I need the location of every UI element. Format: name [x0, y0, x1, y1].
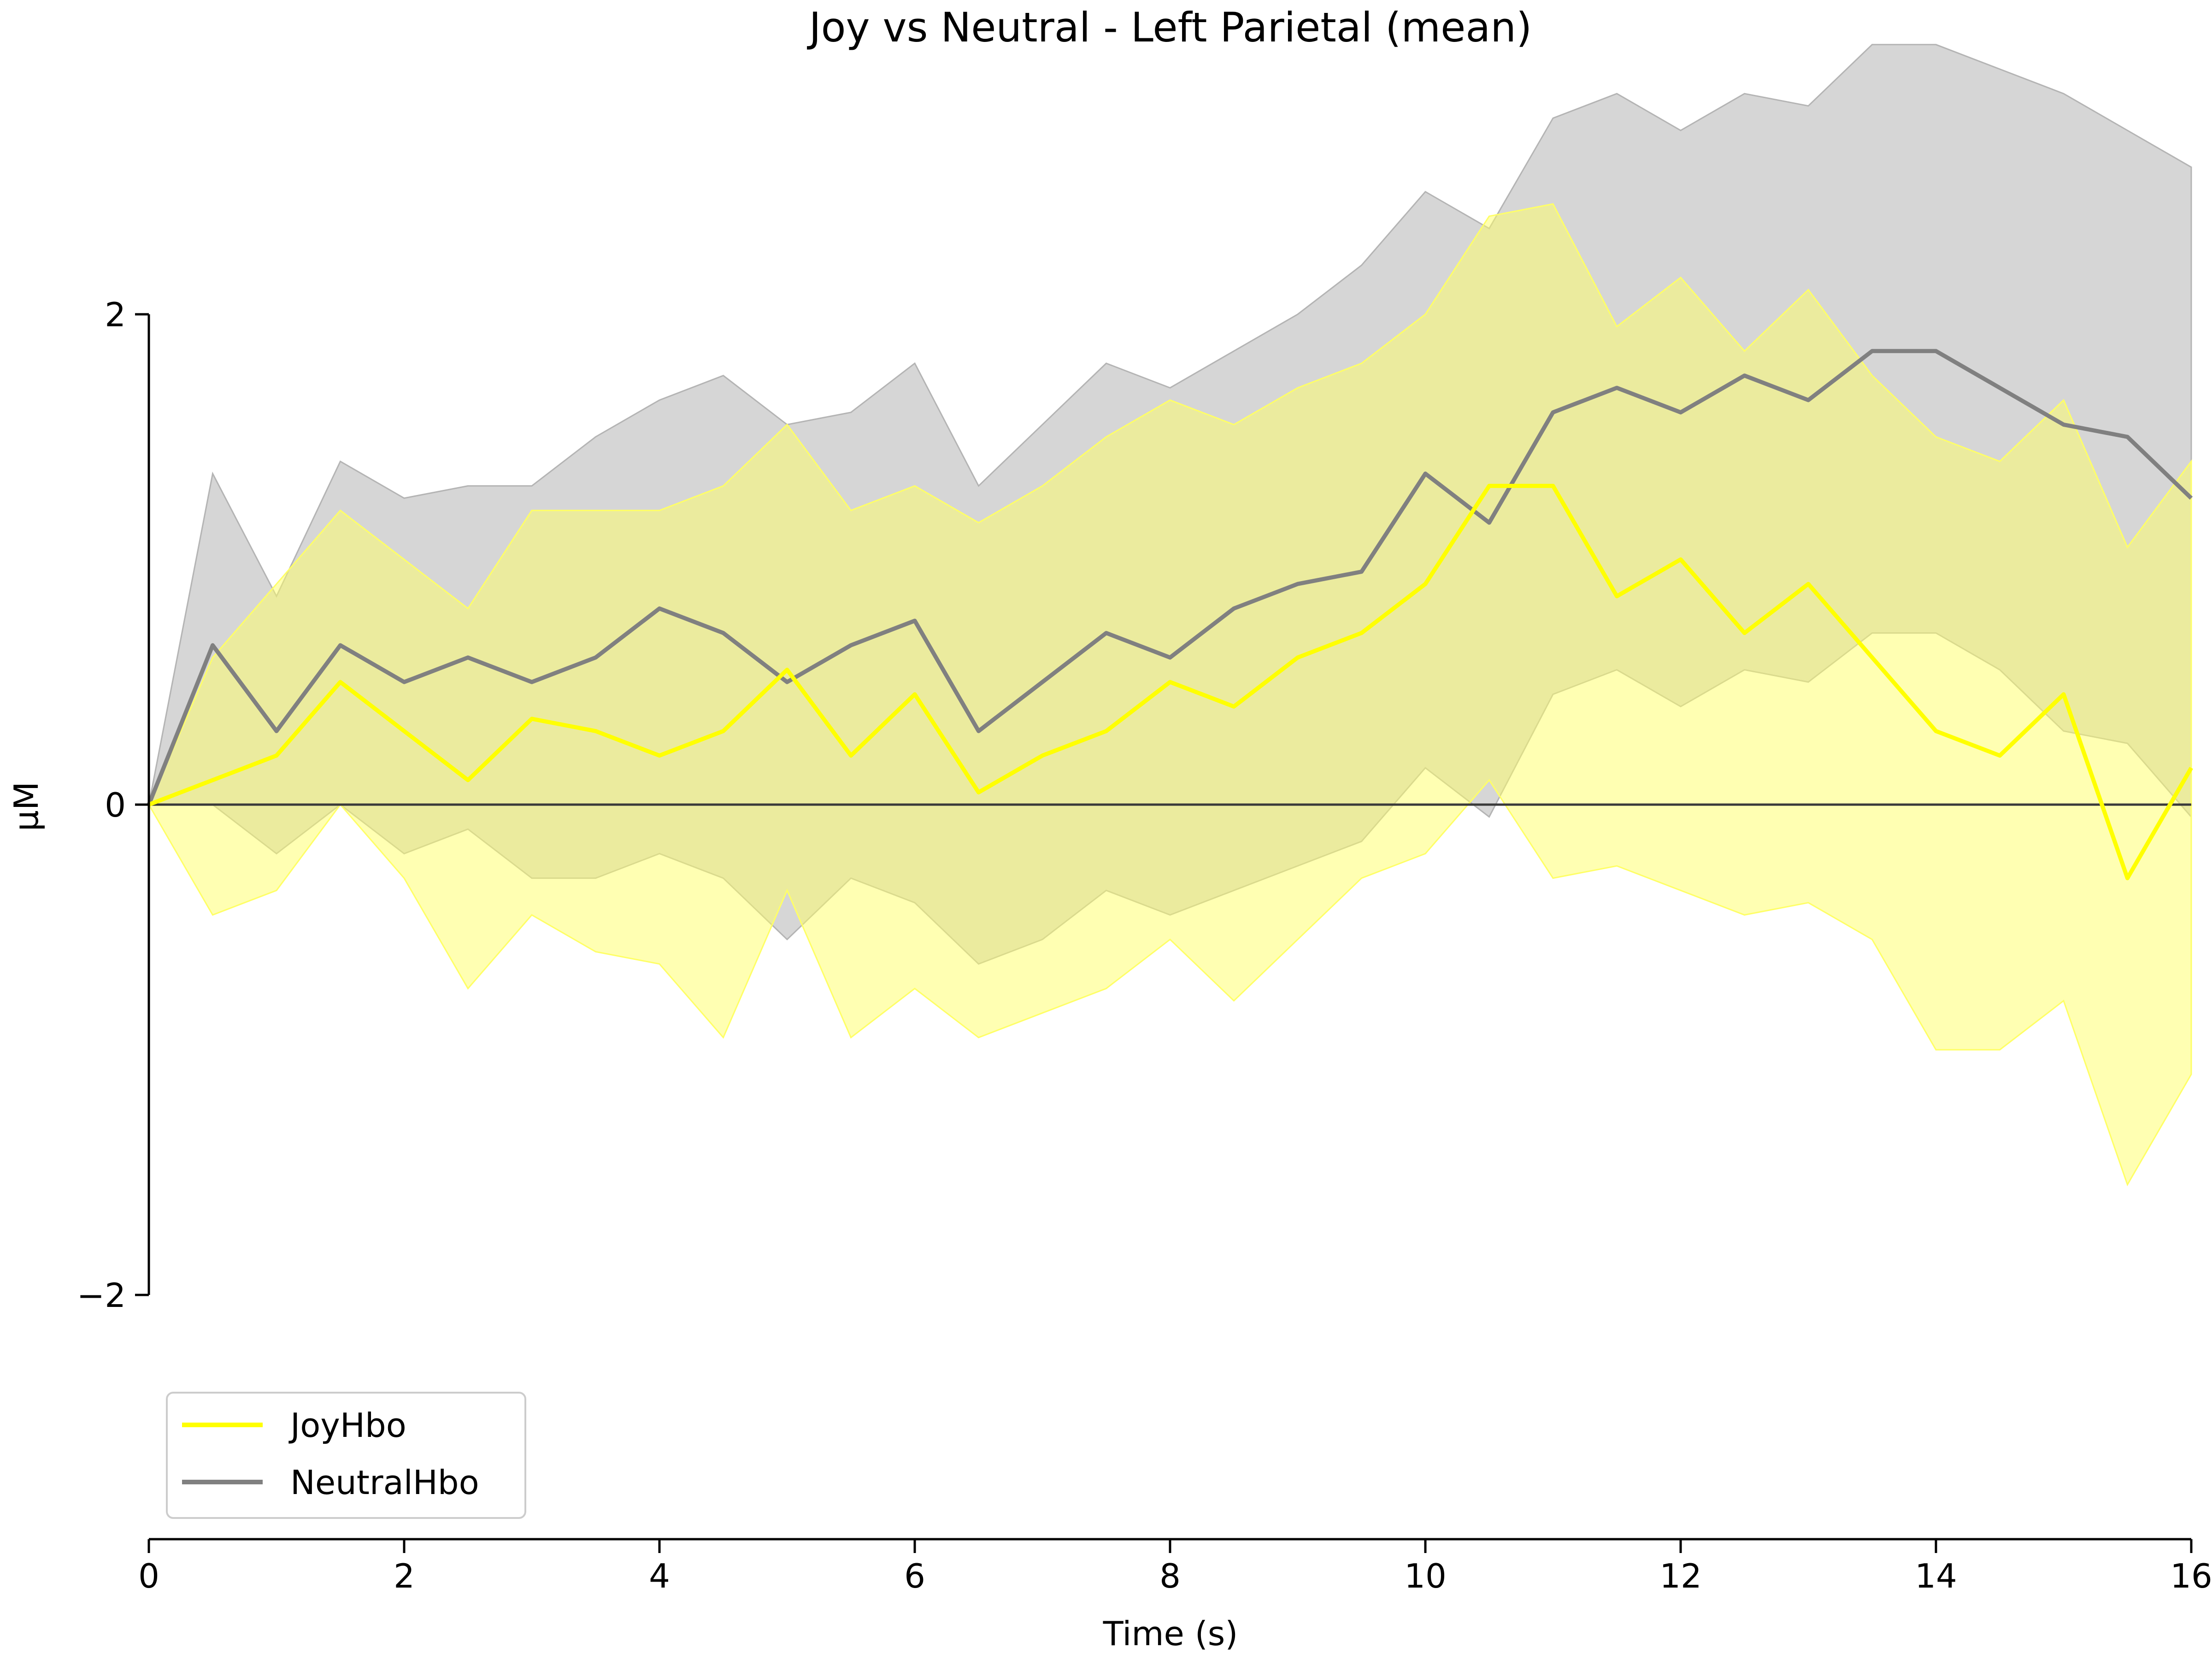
series-lines [147, 349, 2193, 881]
line-neutralhbo [147, 349, 2193, 806]
x-tick-label: 14 [1915, 1557, 1957, 1595]
y-axis-label: µM [7, 782, 46, 831]
x-tick-label: 16 [2170, 1557, 2212, 1595]
legend: JoyHbo NeutralHbo [166, 1392, 526, 1519]
legend-label-joy: JoyHbo [288, 1406, 406, 1445]
y-tick-label: −2 [77, 1276, 126, 1315]
y-axis: 2 0 −2 [77, 295, 150, 1315]
x-tick-label: 4 [649, 1557, 670, 1595]
y-tick-label: 2 [105, 295, 126, 334]
error-bands [148, 44, 2192, 1187]
x-tick-label: 10 [1404, 1557, 1447, 1595]
x-tick-label: 2 [394, 1557, 415, 1595]
x-axis-label: Time (s) [1103, 1614, 1238, 1653]
x-tick-label: 12 [1659, 1557, 1702, 1595]
x-tick-label: 0 [138, 1557, 159, 1595]
x-axis: 0 2 4 6 8 10 12 14 16 [138, 1538, 2212, 1595]
y-tick-label: 0 [105, 786, 126, 824]
x-tick-label: 8 [1159, 1557, 1181, 1595]
line-joyhbo [148, 483, 2193, 881]
chart-title: Joy vs Neutral - Left Parietal (mean) [807, 4, 1532, 51]
legend-label-neutral: NeutralHbo [290, 1463, 479, 1502]
x-tick-label: 6 [904, 1557, 925, 1595]
